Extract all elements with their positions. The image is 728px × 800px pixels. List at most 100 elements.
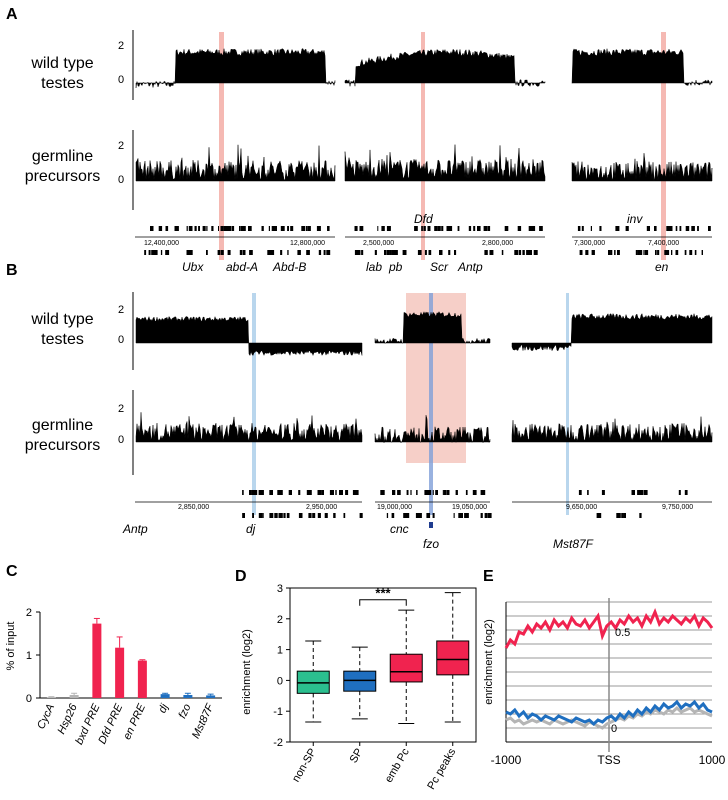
gene-track-a2 — [528, 226, 531, 231]
coord-b3-start: 9,650,000 — [566, 504, 598, 511]
gene-track-b2-lower — [487, 513, 492, 518]
gene-track-a3 — [693, 226, 695, 231]
gene-track-a3 — [685, 226, 690, 231]
gene-track-b2-lower — [391, 513, 395, 518]
gene-track-a2 — [386, 226, 391, 231]
panel-letter-b: B — [6, 262, 18, 279]
chart-e-svg: enrichment (log2) 0.5 0 -1000 TSS 1000 — [483, 598, 726, 767]
gene-track-b3 — [637, 490, 640, 495]
gene-track-a2-lower — [361, 250, 364, 255]
gene-label-en: en — [655, 260, 669, 274]
chart-e-annotation-0-5: 0.5 — [615, 627, 630, 639]
gene-track-a3-lower — [684, 250, 687, 255]
gene-track-a3-lower — [694, 250, 697, 255]
gene-track-a1 — [301, 226, 304, 231]
gene-track-b1-lower — [278, 513, 283, 518]
gene-track-a1-lower — [297, 250, 301, 255]
coord-a2-end: 2,800,000 — [482, 240, 514, 247]
gene-track-b1 — [355, 490, 359, 495]
gene-track-b2 — [481, 490, 486, 495]
gene-track-a1-lower — [217, 250, 221, 255]
gene-track-b2 — [416, 490, 418, 495]
gene-track-a2 — [530, 226, 534, 231]
gene-track-b3-lower — [623, 513, 626, 518]
row-label-germline-b: germline precursors — [24, 417, 101, 454]
gene-track-a2-lower — [501, 250, 504, 255]
chart-d-box — [436, 640, 470, 676]
panel-letter-a: A — [6, 6, 18, 23]
gene-track-b2 — [455, 490, 458, 495]
gene-track-a1-lower — [206, 250, 208, 255]
gene-label-inv: inv — [627, 212, 643, 226]
gene-track-b1 — [309, 490, 312, 495]
gene-track-a1-lower — [165, 250, 170, 255]
gene-track-a3-lower — [608, 250, 611, 255]
coord-a3-end: 7,400,000 — [648, 240, 680, 247]
track-a1-mid — [344, 48, 546, 87]
gene-track-a2-lower — [518, 250, 522, 255]
gene-track-a1 — [239, 226, 241, 231]
gene-track-b2 — [398, 490, 401, 495]
gene-track-a3 — [691, 226, 694, 231]
gene-track-b2 — [392, 490, 396, 495]
gene-track-b2-lower — [386, 513, 389, 518]
track-tick-b2-2: 2 — [118, 403, 125, 415]
gene-track-b1 — [254, 490, 258, 495]
gene-track-b1 — [259, 490, 264, 495]
gene-track-a2-lower — [428, 250, 432, 255]
gene-track-a3-lower — [667, 250, 670, 255]
gene-track-a3-lower — [671, 250, 673, 255]
gene-track-a2-lower — [516, 250, 519, 255]
gene-track-b1 — [242, 490, 244, 495]
gene-track-a2 — [437, 226, 441, 231]
chart-c-bar — [160, 694, 170, 698]
coord-a1-start: 12,400,000 — [144, 240, 180, 247]
gene-track-a2 — [479, 226, 481, 231]
gene-track-a2-lower — [357, 250, 361, 255]
gene-label-antp-a: Antp — [458, 260, 483, 274]
gene-track-a2 — [446, 226, 450, 231]
gene-track-a1-lower — [239, 250, 242, 255]
chart-c-xtick-label: Mst87F — [190, 701, 217, 740]
gene-track-a1 — [174, 226, 178, 231]
gene-track-b2-lower — [432, 513, 435, 518]
gene-track-a1 — [224, 226, 228, 231]
gene-track-b1-lower — [287, 513, 290, 518]
gene-track-a2 — [477, 226, 480, 231]
chart-c-xtick-label: fzo — [177, 702, 194, 720]
track-tick-b1-2: 2 — [118, 304, 125, 316]
chart-d-significance-bracket — [359, 599, 407, 606]
gene-track-b2 — [446, 490, 450, 495]
gene-track-b1 — [251, 490, 254, 495]
gene-track-a1-lower — [189, 250, 193, 255]
gene-track-b2-lower — [404, 513, 409, 518]
gene-track-a2-lower — [354, 250, 358, 255]
gene-label-antp-b: Antp — [123, 522, 148, 536]
gene-track-a1 — [231, 226, 235, 231]
track-tick-a1-0: 0 — [118, 74, 125, 86]
gene-track-a3 — [616, 226, 618, 231]
chart-d-xtick-label: Pc peaks — [425, 746, 458, 792]
track-b1-mid — [374, 311, 491, 344]
gene-track-a3-lower — [657, 250, 660, 255]
gene-track-b1-lower — [274, 513, 276, 518]
gene-track-a3-lower — [593, 250, 595, 255]
gene-track-b2 — [380, 490, 384, 495]
gene-track-b3 — [631, 490, 635, 495]
gene-track-b1-lower — [359, 513, 363, 518]
chart-c-bar — [183, 694, 193, 698]
gene-track-a3 — [697, 226, 699, 231]
chart-c-bar — [92, 623, 102, 698]
chart-d-ytick-label: 2 — [277, 614, 283, 626]
gene-track-a3 — [679, 226, 682, 231]
panel-letter-d: D — [235, 568, 247, 585]
gene-track-a1-lower — [270, 250, 275, 255]
coord-b3-end: 9,750,000 — [662, 504, 694, 511]
gene-track-b1-lower — [317, 513, 321, 518]
chart-c-bar — [69, 694, 79, 698]
gene-label-scr: Scr — [430, 260, 448, 274]
chart-e-series-red — [504, 607, 714, 649]
gene-track-b1 — [339, 490, 343, 495]
gene-track-b1 — [321, 490, 324, 495]
gene-track-a2-lower — [484, 250, 488, 255]
